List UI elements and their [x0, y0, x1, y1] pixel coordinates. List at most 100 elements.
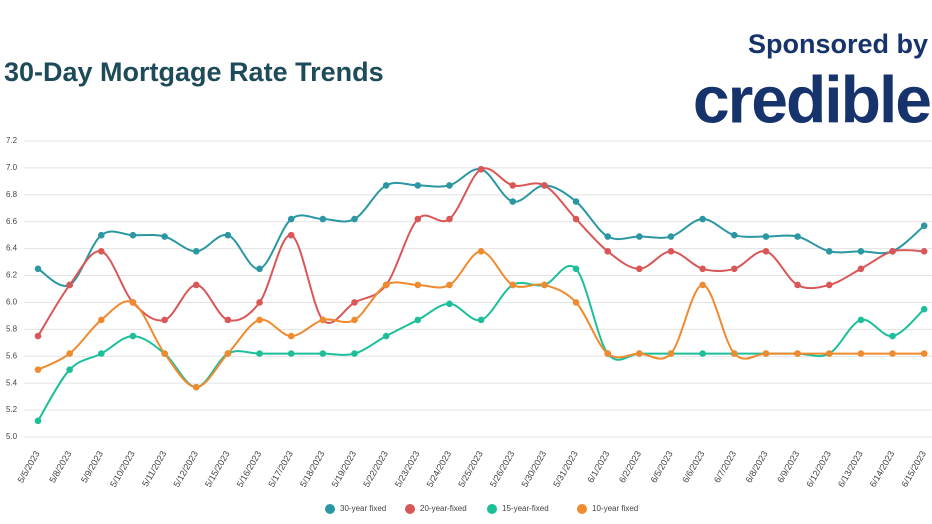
data-point — [382, 281, 390, 289]
data-point — [382, 182, 390, 189]
x-tick-label: 5/31/2023 — [551, 449, 580, 489]
data-point — [794, 281, 801, 289]
data-point — [256, 265, 263, 273]
data-point — [636, 350, 643, 357]
y-tick-label: 7.0 — [6, 163, 18, 172]
x-tick-label: 5/5/2023 — [16, 449, 42, 484]
data-point — [920, 222, 928, 230]
data-point — [446, 300, 453, 308]
data-point — [446, 182, 453, 189]
x-tick-label: 5/26/2023 — [488, 449, 517, 489]
x-tick-label: 5/16/2023 — [235, 449, 264, 489]
data-point — [667, 350, 675, 357]
data-point — [699, 281, 706, 289]
data-point — [604, 233, 611, 240]
x-tick-label: 6/13/2023 — [836, 449, 865, 489]
x-tick-label: 5/24/2023 — [425, 449, 454, 489]
data-point — [825, 248, 833, 255]
y-tick-label: 5.6 — [6, 351, 18, 360]
data-point — [920, 350, 928, 357]
data-point — [920, 248, 928, 255]
data-point — [66, 366, 73, 374]
data-point — [509, 198, 517, 205]
data-point — [509, 182, 517, 189]
data-point — [825, 350, 833, 357]
x-tick-label: 5/8/2023 — [47, 449, 73, 484]
y-tick-label: 7.2 — [6, 136, 18, 145]
data-point — [446, 215, 453, 223]
data-point — [319, 215, 327, 223]
series-line — [37, 265, 925, 422]
x-tick-label: 5/30/2023 — [520, 449, 549, 489]
data-point — [161, 350, 168, 357]
data-point — [889, 350, 896, 357]
data-point — [256, 299, 263, 306]
data-point — [762, 350, 770, 357]
data-point — [604, 350, 611, 357]
series-line — [37, 167, 925, 337]
x-tick-label: 5/11/2023 — [140, 449, 168, 488]
data-point — [477, 316, 485, 324]
data-point — [34, 265, 42, 273]
x-tick-label: 5/12/2023 — [171, 449, 200, 489]
y-tick-label: 6.4 — [6, 244, 18, 253]
x-tick-label: 6/7/2023 — [712, 449, 738, 484]
data-point — [224, 231, 232, 239]
legend-label: 30-year fixed — [340, 504, 386, 513]
data-point — [414, 215, 422, 223]
data-point — [287, 350, 295, 357]
data-point — [825, 281, 833, 289]
x-tick-label: 5/23/2023 — [393, 449, 422, 489]
data-point — [382, 332, 390, 340]
data-point — [192, 383, 200, 391]
data-point — [129, 332, 137, 340]
data-point — [414, 182, 422, 189]
data-point — [287, 215, 295, 223]
data-point — [572, 299, 580, 306]
series-line — [37, 168, 925, 287]
x-tick-label: 5/10/2023 — [108, 449, 137, 489]
data-point — [256, 350, 263, 357]
legend-marker — [325, 504, 335, 514]
x-tick-label: 5/22/2023 — [361, 449, 390, 489]
data-point — [794, 350, 801, 357]
x-tick-label: 5/15/2023 — [203, 449, 232, 489]
x-tick-label: 6/6/2023 — [680, 449, 706, 484]
sponsor-text: Sponsored by — [748, 29, 928, 59]
legend-label: 10-year fixed — [592, 504, 638, 513]
data-point — [857, 265, 865, 273]
data-point — [762, 233, 770, 240]
data-point — [351, 299, 358, 306]
data-point — [98, 248, 105, 255]
legend-marker — [405, 504, 415, 514]
data-point — [762, 248, 770, 255]
y-tick-label: 5.4 — [6, 378, 18, 387]
data-point — [572, 265, 580, 273]
legend-marker — [577, 504, 587, 514]
data-point — [319, 316, 327, 324]
y-tick-label: 5.2 — [6, 405, 18, 414]
data-point — [256, 316, 263, 324]
data-point — [920, 305, 928, 313]
chart-title: 30-Day Mortgage Rate Trends — [4, 57, 384, 87]
data-point — [319, 350, 327, 357]
x-tick-label: 6/14/2023 — [868, 449, 897, 489]
data-point — [794, 233, 801, 240]
x-tick-label: 5/17/2023 — [266, 449, 295, 489]
y-tick-label: 5.8 — [6, 324, 18, 333]
data-point — [98, 350, 105, 357]
data-point — [192, 248, 200, 255]
legend-marker — [487, 504, 497, 514]
x-tick-label: 5/18/2023 — [298, 449, 327, 489]
data-point — [572, 215, 580, 223]
data-point — [731, 265, 738, 273]
x-tick-label: 6/1/2023 — [585, 449, 611, 484]
data-point — [351, 215, 358, 223]
data-point — [287, 231, 295, 239]
data-point — [224, 316, 232, 324]
data-point — [541, 281, 548, 289]
data-point — [287, 332, 295, 340]
data-point — [192, 281, 200, 289]
data-point — [572, 198, 580, 205]
